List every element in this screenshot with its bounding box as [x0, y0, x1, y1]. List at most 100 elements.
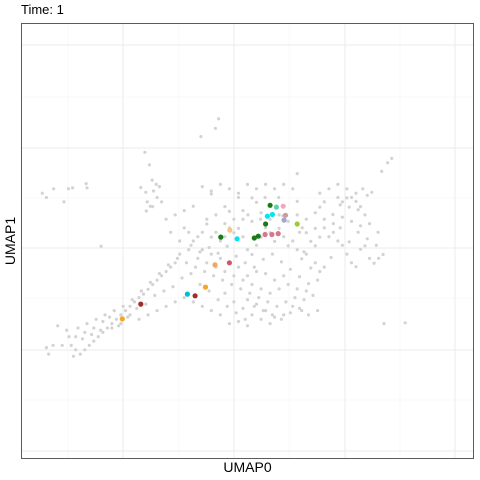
background-point [259, 217, 263, 221]
background-point [356, 230, 360, 234]
background-point [356, 208, 360, 212]
background-point [76, 326, 80, 330]
background-point [114, 317, 118, 321]
background-point [209, 235, 213, 239]
background-point [390, 156, 394, 160]
background-point [85, 186, 89, 190]
background-point [147, 163, 151, 167]
background-point [94, 317, 98, 321]
background-point [214, 213, 218, 217]
highlight-point [269, 211, 275, 218]
background-point [191, 239, 195, 243]
background-point [273, 315, 277, 319]
background-point [245, 324, 250, 328]
background-point [236, 191, 241, 195]
background-point [322, 226, 326, 230]
background-point [213, 126, 217, 130]
background-point [155, 309, 159, 313]
background-point [297, 230, 302, 234]
background-point [209, 189, 213, 193]
background-point [257, 296, 261, 300]
background-point [121, 304, 125, 308]
background-point [264, 309, 268, 313]
background-point [250, 282, 254, 287]
background-point [218, 182, 222, 186]
background-point [322, 200, 326, 204]
background-point [182, 209, 186, 213]
background-point [171, 285, 175, 289]
highlight-point [255, 233, 261, 239]
background-point [363, 213, 367, 217]
background-point [191, 300, 195, 304]
background-point [327, 187, 331, 191]
background-point [182, 226, 186, 230]
background-point [254, 243, 259, 247]
background-point [374, 243, 378, 247]
background-point [382, 322, 386, 326]
background-point [295, 213, 299, 217]
background-point [277, 287, 281, 291]
background-point [65, 328, 69, 332]
background-point [282, 235, 286, 239]
background-point [191, 204, 195, 208]
background-point [261, 309, 265, 313]
background-point [273, 239, 277, 243]
background-point [132, 300, 137, 304]
background-point [302, 250, 306, 254]
background-point [62, 200, 66, 204]
highlight-point [282, 212, 289, 218]
background-point [144, 302, 148, 306]
background-point [349, 261, 354, 265]
background-point [199, 135, 203, 139]
background-point [241, 235, 245, 239]
background-point [160, 200, 164, 204]
background-point [250, 313, 254, 317]
background-point [173, 300, 177, 304]
background-point [146, 313, 150, 317]
highlight-point [263, 221, 269, 227]
background-point [239, 287, 243, 291]
background-point [187, 248, 191, 252]
background-point [110, 322, 114, 326]
background-point [248, 291, 252, 295]
background-point [266, 300, 270, 304]
background-point [295, 287, 299, 291]
background-point [71, 186, 75, 190]
background-point [101, 330, 105, 334]
background-point [74, 335, 78, 339]
background-point [313, 211, 317, 215]
background-point [291, 304, 295, 308]
highlight-point [262, 231, 268, 238]
background-point [162, 289, 166, 293]
background-point [128, 304, 132, 308]
background-point [263, 195, 267, 200]
background-point [243, 261, 247, 265]
highlight-point [273, 204, 279, 210]
background-point [297, 275, 302, 279]
background-point [354, 199, 358, 203]
background-point [254, 269, 259, 274]
background-point [331, 230, 335, 234]
background-point [146, 287, 150, 291]
background-point [295, 172, 299, 176]
background-point [273, 278, 277, 282]
background-point [223, 235, 227, 239]
background-point [157, 272, 161, 276]
background-point [318, 235, 322, 239]
background-point [293, 296, 297, 300]
highlight-point [275, 231, 281, 237]
background-point [277, 195, 281, 200]
background-point [309, 266, 313, 270]
background-point [137, 317, 141, 321]
background-point [119, 313, 123, 317]
background-point [207, 245, 211, 250]
background-point [223, 269, 227, 274]
background-point [44, 346, 49, 350]
background-point [223, 222, 227, 226]
background-point [205, 222, 209, 226]
background-point [144, 209, 148, 213]
background-points [40, 117, 407, 358]
background-point [157, 185, 161, 189]
background-point [367, 256, 372, 260]
